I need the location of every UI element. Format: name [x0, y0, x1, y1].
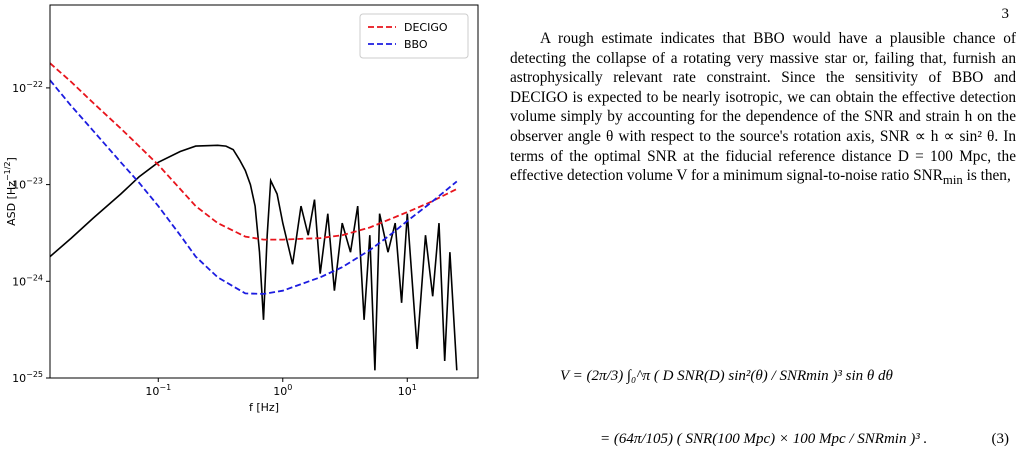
label-part: ] — [5, 157, 18, 161]
tick-exponent: −22 — [26, 80, 43, 89]
tick-exponent: −23 — [26, 177, 43, 186]
label-part: −1/2 — [3, 161, 12, 181]
series-line — [50, 144, 458, 371]
tick-label: 10−24 — [12, 273, 43, 288]
legend-label: DECIGO — [404, 21, 448, 34]
tick-exponent: −25 — [26, 370, 43, 379]
tick-base: 10 — [398, 385, 412, 398]
equation-number: (3) — [991, 431, 1010, 447]
tick-exponent: −1 — [159, 383, 171, 392]
legend-box — [359, 13, 469, 59]
tick-label: 101 — [398, 383, 417, 398]
tick-base: 10 — [273, 385, 287, 398]
tick-base: 10 — [145, 385, 159, 398]
tick-exponent: −24 — [26, 273, 43, 282]
text: A rough estimate indicates that BBO woul… — [510, 30, 1016, 185]
tick-exponent: 1 — [412, 383, 417, 392]
paragraph: A rough estimate indicates that BBO woul… — [510, 29, 1016, 191]
tick-label: 10−25 — [12, 370, 43, 385]
plot-frame — [49, 4, 479, 379]
tick-base: 10 — [12, 275, 26, 288]
equation-line: V = (2π/3) ∫₀^π ( D SNR(D) sin²(θ) / SNR… — [560, 368, 893, 384]
page-number: 3 — [1001, 6, 1010, 22]
x-axis-label: f [Hz] — [249, 401, 279, 414]
tick-label: 10−22 — [12, 80, 43, 95]
tick-base: 10 — [12, 179, 26, 192]
tick-base: 10 — [12, 372, 26, 385]
series-line — [50, 62, 458, 241]
tick-base: 10 — [12, 82, 26, 95]
tick-label: 100 — [273, 383, 292, 398]
legend-label: BBO — [404, 38, 428, 51]
series-line — [50, 79, 458, 295]
tick-label: 10−23 — [12, 177, 43, 192]
label-part: ASD [Hz — [5, 181, 18, 226]
subscript: min — [942, 173, 963, 188]
tick-exponent: 0 — [287, 383, 292, 392]
equation-line: = (64π/105) ( SNR(100 Mpc) × 100 Mpc / S… — [600, 431, 928, 447]
tick-label: 10−1 — [145, 383, 171, 398]
y-axis-label: ASD [Hz−1/2] — [3, 157, 18, 226]
text: is then, — [962, 167, 1011, 185]
